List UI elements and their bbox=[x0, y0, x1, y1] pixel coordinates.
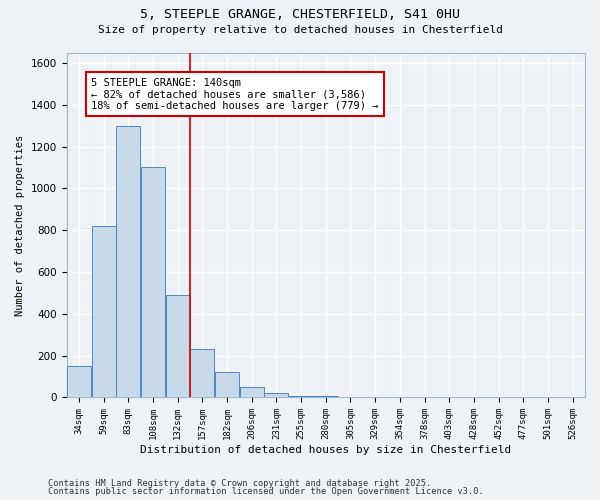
Y-axis label: Number of detached properties: Number of detached properties bbox=[15, 134, 25, 316]
Bar bbox=[265, 394, 289, 398]
Bar bbox=[92, 226, 116, 398]
Bar bbox=[289, 396, 313, 398]
Text: Size of property relative to detached houses in Chesterfield: Size of property relative to detached ho… bbox=[97, 25, 503, 35]
Bar bbox=[141, 168, 165, 398]
Text: 5 STEEPLE GRANGE: 140sqm
← 82% of detached houses are smaller (3,586)
18% of sem: 5 STEEPLE GRANGE: 140sqm ← 82% of detach… bbox=[91, 78, 379, 111]
Text: Contains public sector information licensed under the Open Government Licence v3: Contains public sector information licen… bbox=[48, 487, 484, 496]
Bar bbox=[190, 350, 214, 398]
Bar bbox=[240, 387, 263, 398]
Bar bbox=[215, 372, 239, 398]
Bar bbox=[67, 366, 91, 398]
Bar bbox=[116, 126, 140, 398]
X-axis label: Distribution of detached houses by size in Chesterfield: Distribution of detached houses by size … bbox=[140, 445, 511, 455]
Bar bbox=[166, 295, 190, 398]
Text: 5, STEEPLE GRANGE, CHESTERFIELD, S41 0HU: 5, STEEPLE GRANGE, CHESTERFIELD, S41 0HU bbox=[140, 8, 460, 20]
Text: Contains HM Land Registry data © Crown copyright and database right 2025.: Contains HM Land Registry data © Crown c… bbox=[48, 478, 431, 488]
Bar bbox=[314, 396, 338, 398]
